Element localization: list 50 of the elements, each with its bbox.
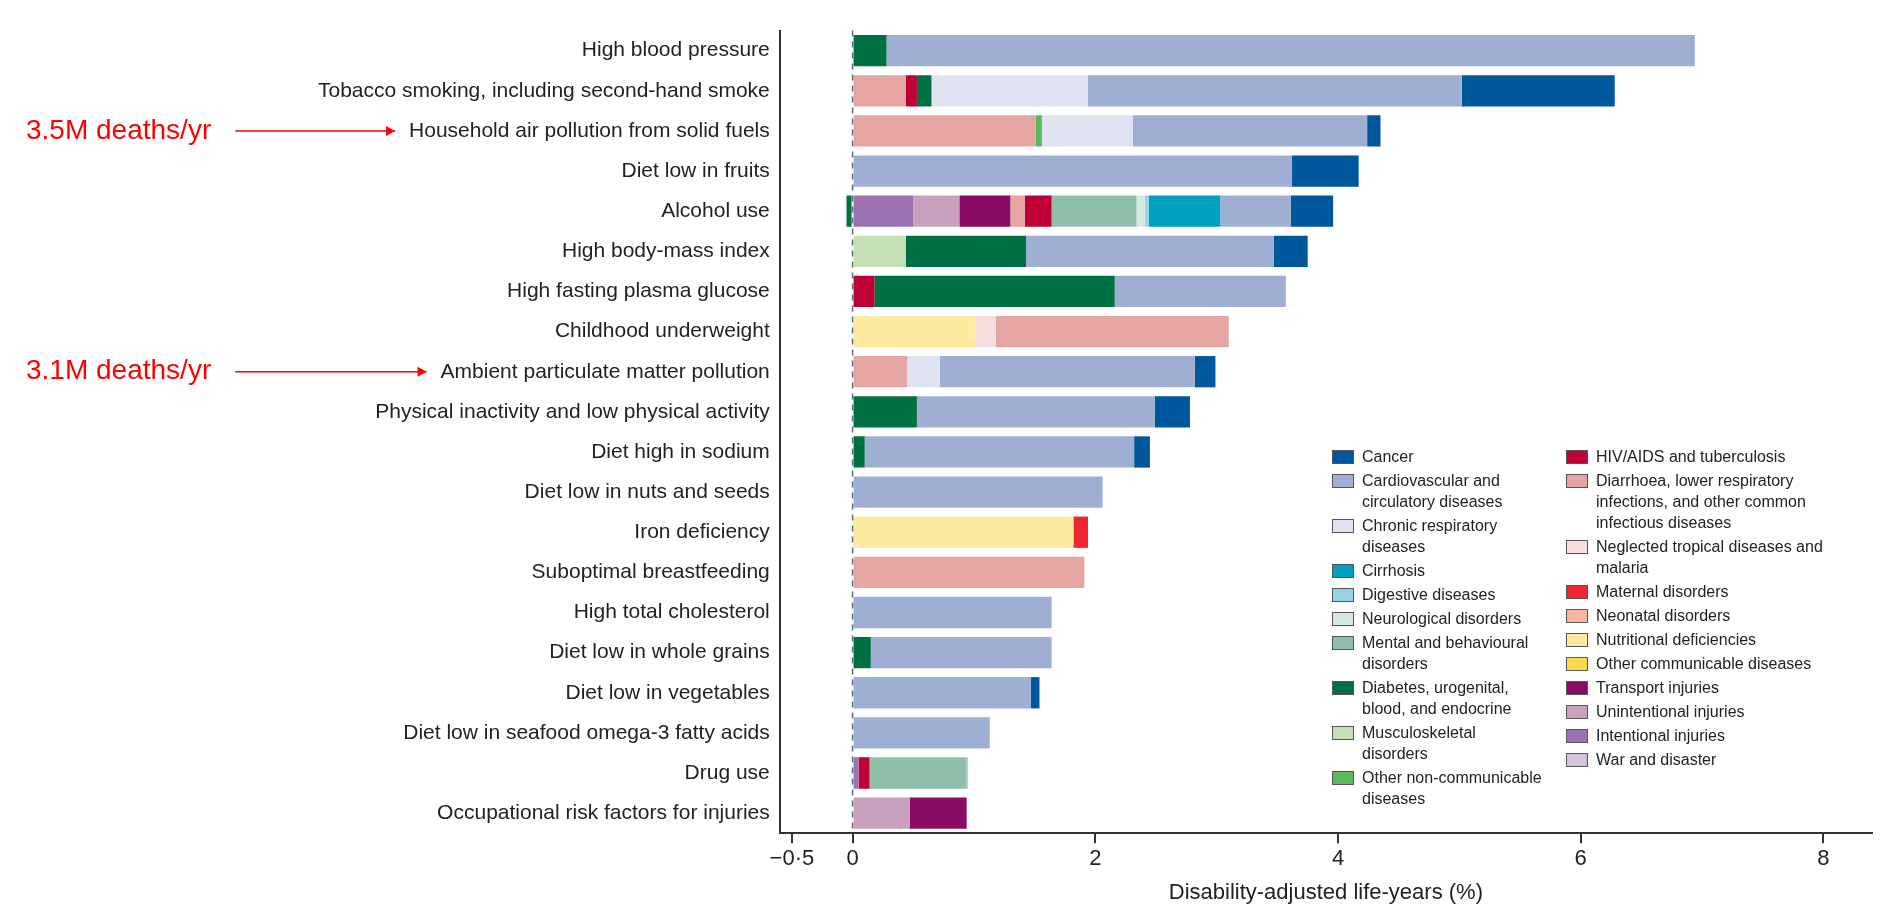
legend-label: Cirrhosis (1362, 561, 1426, 581)
legend-label: Digestive diseases (1362, 585, 1496, 605)
y-tick-label: Occupational risk factors for injuries (437, 799, 770, 823)
y-tick-label: High body-mass index (561, 238, 771, 262)
legend-label: Nutritional deficiencies (1596, 630, 1757, 650)
y-tick-label: Suboptimal breastfeeding (531, 559, 770, 583)
y-tick-label: Childhood underweight (554, 318, 770, 342)
x-tick-label: 6 (1574, 845, 1587, 871)
y-tick-label: Ambient particulate matter pollution (440, 358, 770, 382)
y-tick-label: High fasting plasma glucose (507, 278, 770, 302)
x-tick-label: 8 (1817, 845, 1830, 871)
x-axis-title: Disability-adjusted life-years (%) (1168, 878, 1483, 904)
y-tick-label: High total cholesterol (573, 599, 770, 623)
x-tick-label: 4 (1331, 845, 1345, 871)
legend-label: Other communicable diseases (1596, 654, 1812, 674)
y-tick-label: Diet high in sodium (591, 438, 770, 462)
y-tick-label: Diet low in whole grains (549, 639, 770, 663)
legend-label: Cancer (1362, 447, 1414, 467)
legend-label: Other non-communicable diseases (1362, 768, 1542, 809)
y-tick-label: Household air pollution from solid fuels (409, 117, 770, 141)
legend-label: War and disaster (1596, 750, 1717, 770)
text: 3.5M deaths/yr (26, 113, 212, 145)
legend-label: Transport injuries (1596, 678, 1720, 698)
y-tick-label: Tobacco smoking, including second-hand smoke (317, 77, 770, 101)
legend-label: Neurological disorders (1362, 609, 1522, 629)
legend-label: Diabetes, urogenital, blood, and endocrine (1362, 678, 1513, 719)
y-tick-label: High blood pressure (581, 37, 770, 61)
y-tick-label: Diet low in fruits (621, 157, 770, 181)
legend-label: Neonatal disorders (1596, 606, 1731, 626)
legend-label: Cardiovascular and circulatory diseases (1362, 471, 1504, 512)
legend-label: HIV/AIDS and tuberculosis (1596, 447, 1786, 467)
y-tick-label: Physical inactivity and low physical activity (375, 398, 771, 422)
legend-label: Intentional injuries (1596, 726, 1725, 746)
legend-label: Neglected tropical diseases and malaria (1596, 537, 1824, 578)
y-tick-label: Diet low in vegetables (565, 679, 770, 703)
y-tick-label: Diet low in nuts and seeds (524, 478, 770, 502)
legend-label: Chronic respiratory diseases (1362, 516, 1499, 557)
y-tick-label: Iron deficiency (634, 519, 771, 543)
legend-label: Maternal disorders (1596, 582, 1729, 602)
y-tick-label: Alcohol use (661, 197, 770, 221)
text: 3.1M deaths/yr (26, 354, 212, 386)
legend-label: Mental and behavioural disorders (1362, 633, 1530, 674)
legend-label: Unintentional injuries (1596, 702, 1745, 722)
x-tick-label: 2 (1089, 845, 1102, 871)
x-tick-label: 0 (846, 845, 859, 871)
y-tick-label: Drug use (684, 759, 770, 783)
y-tick-label: Diet low in seafood omega-3 fatty acids (403, 719, 770, 743)
x-tick-label: −0·5 (769, 845, 815, 871)
legend-label: Musculoskeletal disorders (1362, 723, 1477, 764)
legend-label: Diarrhoea, lower respiratory infections, and other common infectious diseases (1596, 471, 1807, 533)
